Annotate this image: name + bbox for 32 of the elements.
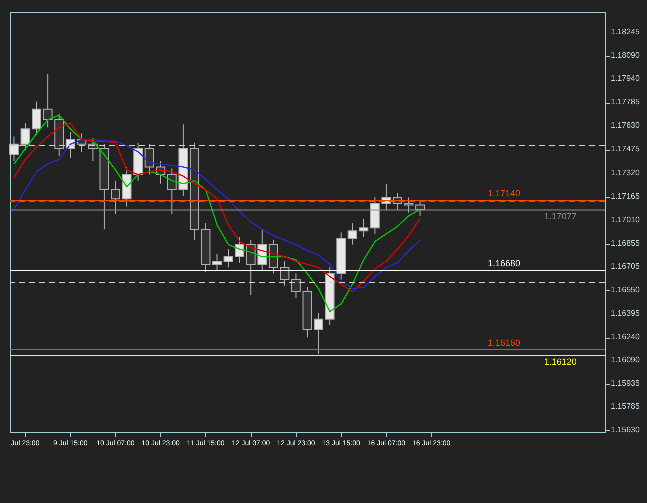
candlestick — [32, 101, 42, 136]
candlestick — [291, 273, 301, 299]
y-tick-label: 1.17320 — [611, 168, 640, 178]
candlestick — [20, 122, 30, 151]
ref-line-label: 1.16160 — [488, 338, 521, 348]
y-tick-label: 1.18245 — [611, 28, 640, 37]
candlestick — [314, 312, 324, 355]
y-tick-label: 1.15630 — [611, 425, 640, 434]
y-tick-label: 1.18090 — [611, 51, 640, 60]
ref-line-label: 1.16680 — [488, 258, 521, 269]
y-tick-label: 1.16855 — [611, 239, 640, 248]
y-tick-label: 1.17630 — [611, 121, 640, 130]
y-tick-label: 1.17785 — [611, 98, 640, 107]
y-tick-label: 1.16395 — [611, 309, 640, 318]
candlestick — [10, 136, 19, 162]
y-tick-label: 1.16705 — [611, 262, 640, 271]
candlestick — [212, 253, 222, 272]
candlestick — [111, 180, 120, 215]
y-tick-label: 1.17165 — [611, 192, 640, 201]
y-tick-label: 1.15785 — [611, 402, 640, 411]
y-tick-label: 1.17010 — [611, 215, 640, 224]
ref-line-label: 1.16120 — [544, 356, 577, 367]
y-tick-label: 1.17940 — [611, 74, 640, 83]
y-tick-label: 1.15935 — [611, 379, 640, 388]
ref-line-label: 1.17077 — [544, 211, 577, 222]
y-tick-label: 1.17475 — [611, 144, 640, 154]
y-tick-label: 1.16090 — [611, 355, 640, 364]
y-tick-label: 1.16550 — [611, 285, 640, 294]
candlestick — [416, 202, 426, 216]
ref-line-label: 1.17140 — [488, 188, 521, 199]
candlestick — [404, 197, 414, 214]
y-tick-label: 1.16240 — [611, 332, 640, 342]
